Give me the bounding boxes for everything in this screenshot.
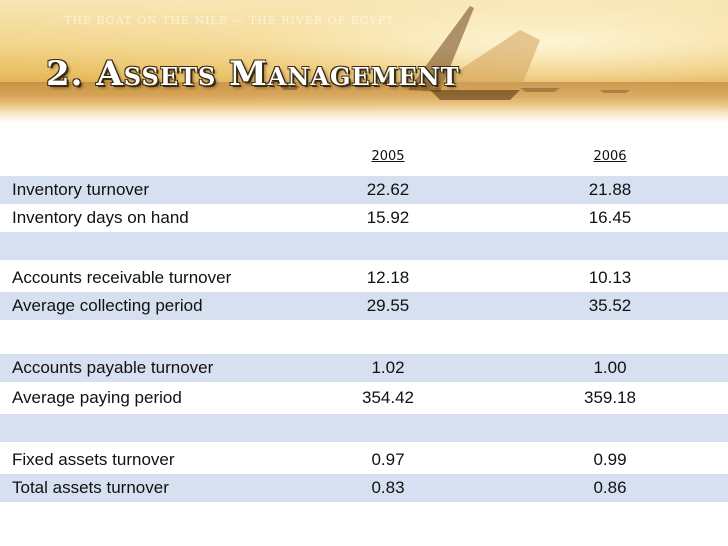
value-2006: 16.45 [588, 208, 632, 227]
table-row [0, 232, 728, 260]
table-row: Inventory days on hand 15.92 16.45 [0, 204, 728, 232]
value-2005: 0.97 [371, 450, 405, 469]
row-label: Accounts receivable turnover [12, 268, 232, 287]
table-row [0, 324, 728, 352]
table-header-row: 2005 2006 [0, 142, 728, 170]
value-2006: 0.86 [593, 478, 627, 497]
table-row: Average paying period 354.42 359.18 [0, 384, 728, 412]
table-row: Average collecting period 29.55 35.52 [0, 292, 728, 320]
banner-shore [0, 82, 728, 122]
value-2005: 22.62 [366, 180, 410, 199]
row-label: Accounts payable turnover [12, 358, 214, 377]
column-header-2005: 2005 [371, 148, 405, 164]
value-2005: 1.02 [371, 358, 405, 377]
row-label: Total assets turnover [12, 478, 169, 497]
table-row: Total assets turnover 0.83 0.86 [0, 474, 728, 502]
table-row: Fixed assets turnover 0.97 0.99 [0, 446, 728, 474]
value-2006: 10.13 [588, 268, 632, 287]
table-row: Accounts receivable turnover 12.18 10.13 [0, 264, 728, 292]
sailboat-illustration [280, 6, 630, 100]
table-row [0, 414, 728, 442]
banner-caption: THE BOAT ON THE NILE — THE RIVER OF EGYP… [64, 14, 395, 27]
table-row: Inventory turnover 22.62 21.88 [0, 176, 728, 204]
value-2006: 35.52 [588, 296, 632, 315]
row-label: Average paying period [12, 388, 182, 407]
row-label: Average collecting period [12, 296, 203, 315]
table-row: Accounts payable turnover 1.02 1.00 [0, 354, 728, 382]
value-2006: 1.00 [593, 358, 627, 377]
header-banner: THE BOAT ON THE NILE — THE RIVER OF EGYP… [0, 0, 728, 122]
value-2006: 359.18 [584, 388, 636, 407]
slide-title: 2. Assets Management [46, 54, 460, 94]
value-2005: 0.83 [371, 478, 405, 497]
value-2005: 12.18 [366, 268, 410, 287]
row-label: Inventory turnover [12, 180, 150, 199]
value-2005: 29.55 [366, 296, 410, 315]
column-header-2006: 2006 [593, 148, 627, 164]
value-2005: 15.92 [366, 208, 410, 227]
value-2006: 0.99 [593, 450, 627, 469]
row-label: Inventory days on hand [12, 208, 189, 227]
value-2005: 354.42 [362, 388, 414, 407]
row-label: Fixed assets turnover [12, 450, 175, 469]
value-2006: 21.88 [588, 180, 632, 199]
